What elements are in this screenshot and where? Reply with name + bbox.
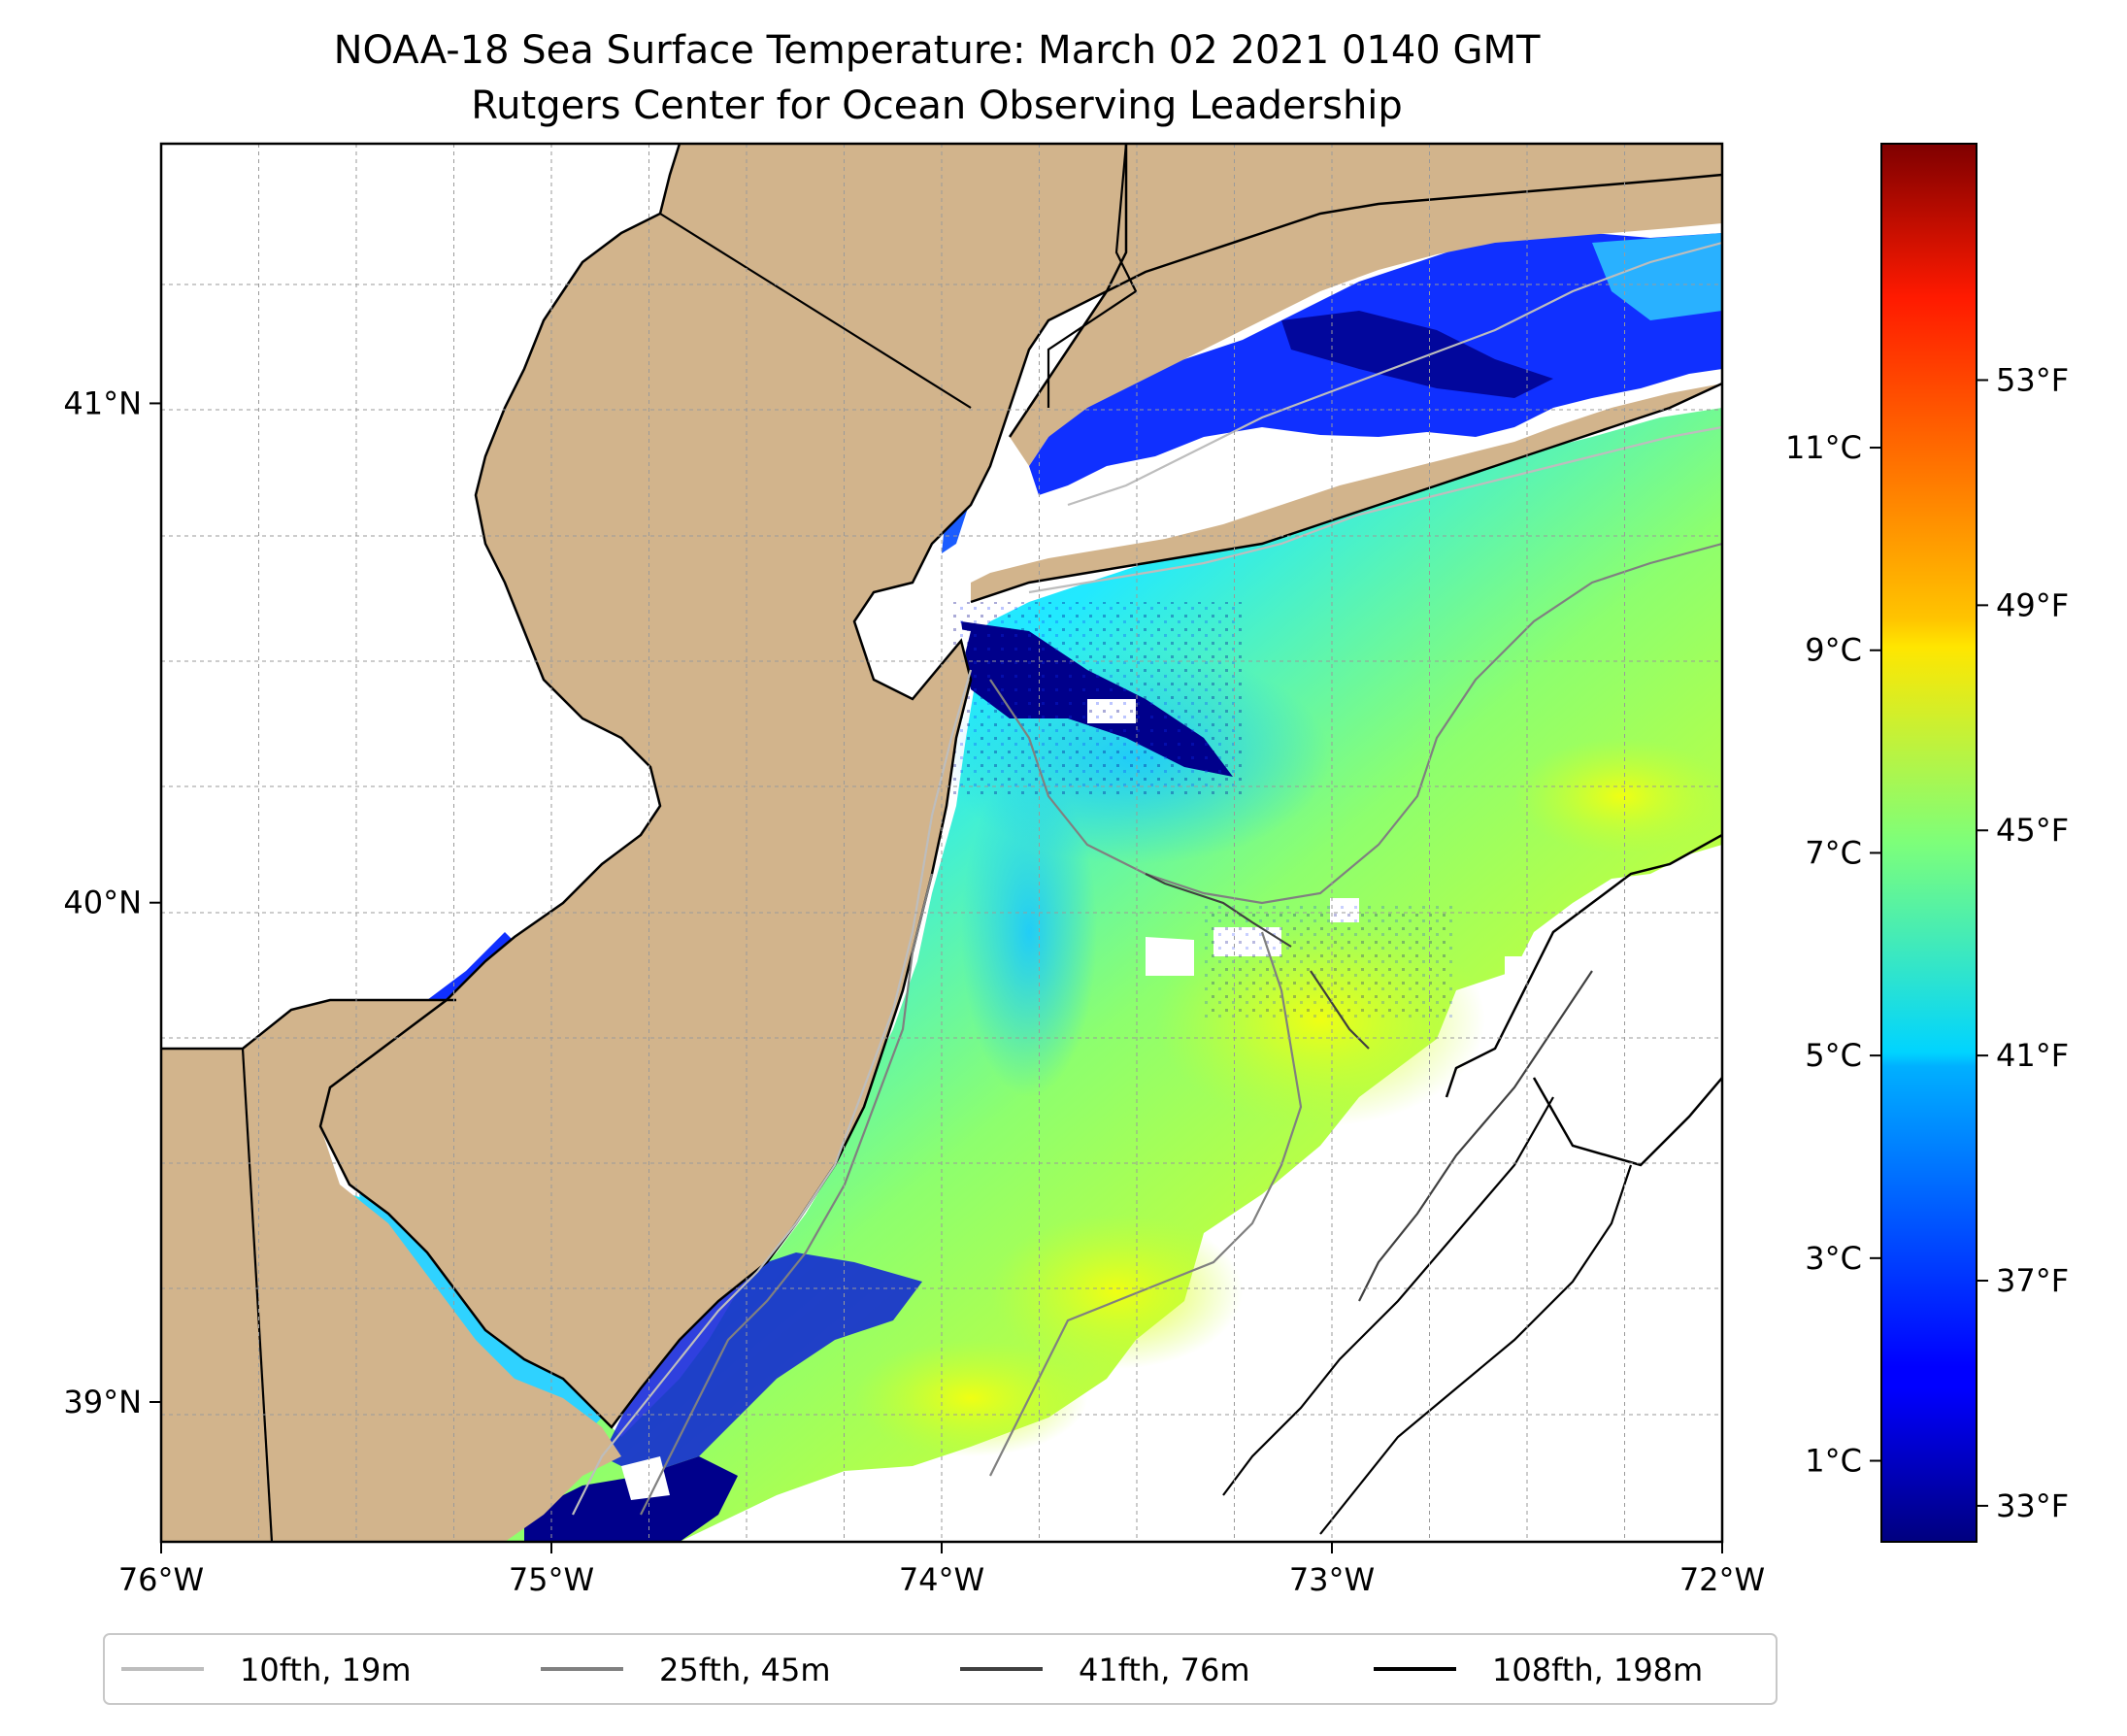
- legend-label: 41fth, 76m: [1079, 1652, 1249, 1688]
- no-data-patch-4: [1505, 956, 1553, 1019]
- warm-core-3: [854, 1340, 1087, 1456]
- lon-tick-label: 73°W: [1289, 1561, 1375, 1598]
- fahrenheit-tick-label: 33°F: [1996, 1487, 2069, 1524]
- legend-label: 108fth, 198m: [1492, 1652, 1703, 1688]
- map-subtitle: Rutgers Center for Ocean Observing Leade…: [471, 83, 1403, 128]
- land-connecticut: [1010, 144, 1722, 466]
- map-panel: [161, 144, 1722, 1542]
- lat-tick-label: 41°N: [63, 384, 142, 421]
- lat-tick-label: 40°N: [63, 885, 142, 921]
- fahrenheit-tick-label: 45°F: [1996, 812, 2069, 849]
- map-title: NOAA-18 Sea Surface Temperature: March 0…: [334, 28, 1541, 73]
- celsius-tick-label: 5°C: [1805, 1037, 1862, 1074]
- no-data-patch-1: [1146, 937, 1194, 976]
- celsius-tick-label: 11°C: [1785, 429, 1862, 466]
- warm-core-4: [1514, 738, 1722, 854]
- lon-tick-label: 74°W: [899, 1561, 984, 1598]
- colorbar: [1880, 143, 1977, 1543]
- isobath-25fth: [989, 542, 1722, 905]
- fahrenheit-tick-label: 53°F: [1996, 361, 2069, 398]
- latitude-axis: 39°N 40°N 41°N: [63, 384, 161, 1420]
- isobath-10fth: [572, 669, 973, 1516]
- fahrenheit-tick-label: 37°F: [1996, 1262, 2069, 1299]
- longitude-axis: 76°W 75°W 74°W 73°W 72°W: [118, 1542, 1765, 1598]
- speckle-texture-1: [951, 602, 1243, 796]
- fahrenheit-tick-label: 41°F: [1996, 1037, 2069, 1074]
- coastlines: [161, 144, 1722, 1429]
- celsius-tick-label: 7°C: [1805, 834, 1862, 871]
- cool-nearshore-band: [961, 767, 1097, 1097]
- lon-tick-label: 76°W: [118, 1561, 204, 1598]
- speckle-texture-2: [1204, 903, 1456, 1019]
- lon-tick-label: 75°W: [509, 1561, 594, 1598]
- isobath-lines: [572, 241, 1722, 1535]
- colorbar-celsius-axis: 1°C 3°C 5°C 7°C 9°C 11°C: [1785, 429, 1881, 1480]
- celsius-tick-label: 3°C: [1805, 1240, 1862, 1277]
- lon-tick-label: 72°W: [1679, 1561, 1765, 1598]
- legend-label: 25fth, 45m: [659, 1652, 830, 1688]
- celsius-tick-label: 1°C: [1805, 1443, 1862, 1480]
- land-delmarva: [161, 1000, 621, 1542]
- gridlines: [161, 144, 1722, 1542]
- isobath-legend: [103, 1633, 1778, 1705]
- no-data-patch-7: [621, 1456, 670, 1500]
- land-northwest: [161, 144, 1126, 1427]
- long-island-sound-cold-band: [1281, 311, 1553, 398]
- fahrenheit-tick-label: 49°F: [1996, 586, 2069, 623]
- colorbar-fahrenheit-axis: 33°F 37°F 41°F 45°F 49°F 53°F: [1977, 361, 2069, 1524]
- isobath-41fth: [1145, 873, 1292, 948]
- warm-core-2: [990, 1214, 1243, 1369]
- legend-entries: 10fth, 19m 25fth, 45m 41fth, 76m 108fth, 19…: [121, 1652, 1703, 1688]
- state-borders: [241, 144, 1138, 1542]
- celsius-tick-label: 9°C: [1805, 632, 1862, 669]
- lat-tick-label: 39°N: [63, 1384, 142, 1420]
- legend-label: 10fth, 19m: [240, 1652, 411, 1688]
- isobath-108fth: [1222, 1096, 1554, 1496]
